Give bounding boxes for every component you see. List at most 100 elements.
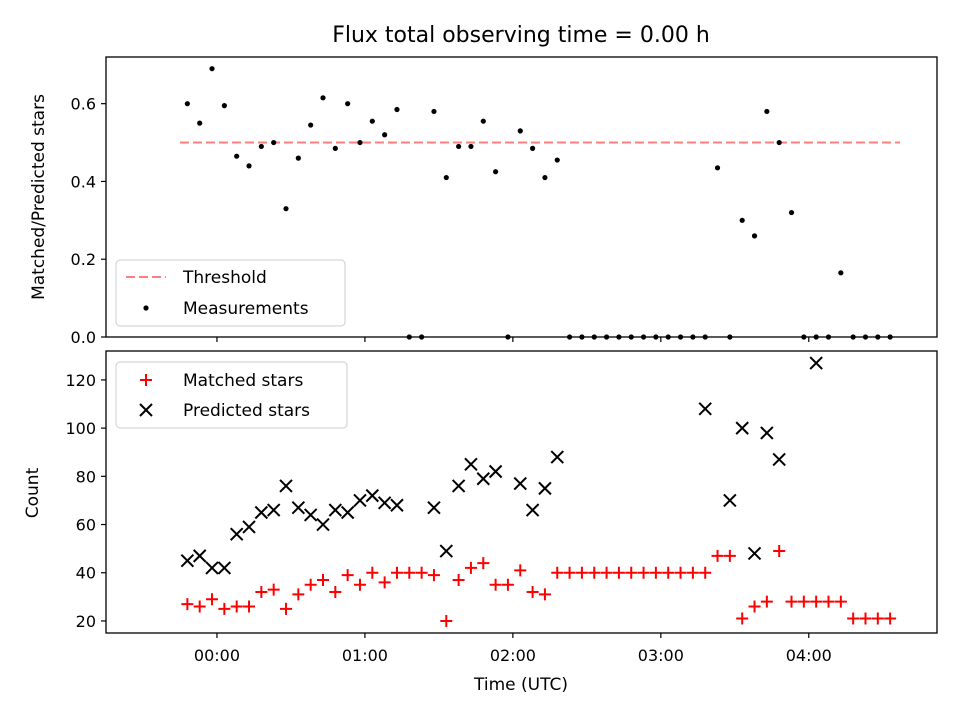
matched-star-point bbox=[489, 578, 502, 591]
matched-star-point bbox=[822, 595, 835, 608]
measurement-point bbox=[788, 209, 795, 216]
measurement-point bbox=[221, 103, 227, 109]
matched-star-point bbox=[847, 612, 860, 625]
measurement-point bbox=[308, 122, 314, 128]
matched-star-point bbox=[748, 600, 761, 613]
matched-star-point bbox=[551, 566, 564, 579]
measurement-point bbox=[431, 108, 437, 115]
predicted-star-point bbox=[513, 476, 527, 491]
predicted-star-point bbox=[340, 505, 355, 520]
matched-star-point bbox=[280, 602, 293, 615]
predicted-star-point bbox=[377, 496, 392, 510]
matched-star-point bbox=[304, 578, 317, 591]
top-panel-marks bbox=[179, 66, 901, 340]
matched-star-point bbox=[588, 566, 601, 579]
matched-star-point bbox=[686, 566, 699, 579]
predicted-star-point bbox=[303, 508, 318, 522]
matched-star-point bbox=[464, 561, 477, 574]
matched-star-point bbox=[773, 545, 786, 558]
measurement-point bbox=[394, 106, 400, 113]
matched-star-point bbox=[723, 549, 736, 562]
x-tick-label: 03:00 bbox=[638, 646, 684, 665]
top-legend-box bbox=[115, 259, 346, 327]
predicted-star-point bbox=[291, 500, 306, 515]
measurement-point bbox=[751, 233, 758, 239]
matched-star-point bbox=[711, 549, 724, 562]
measurement-point bbox=[443, 174, 449, 181]
measurement-point bbox=[776, 139, 782, 146]
measurement-point bbox=[320, 95, 326, 101]
measurement-point bbox=[382, 132, 388, 138]
predicted-star-point bbox=[747, 546, 762, 561]
predicted-star-point bbox=[180, 553, 195, 568]
legend-measurements-swatch bbox=[143, 305, 149, 311]
matched-star-point bbox=[316, 573, 329, 586]
measurement-point bbox=[234, 153, 240, 159]
bottom-y-tick-label: 80 bbox=[76, 467, 96, 486]
predicted-star-point bbox=[365, 488, 380, 503]
predicted-star-point bbox=[698, 402, 712, 416]
legend-measurements-label: Measurements bbox=[183, 299, 309, 319]
measurement-point bbox=[542, 174, 548, 181]
measurement-point bbox=[357, 139, 363, 146]
matched-star-point bbox=[662, 566, 675, 579]
matched-star-point bbox=[427, 569, 440, 582]
matched-star-point bbox=[736, 612, 749, 625]
predicted-star-point bbox=[266, 503, 281, 517]
top-y-tick-label: 0.6 bbox=[71, 95, 96, 114]
measurement-point bbox=[468, 143, 474, 150]
measurement-point bbox=[529, 145, 536, 151]
bottom-panel-marks bbox=[180, 356, 897, 627]
matched-star-point bbox=[206, 593, 219, 606]
matched-star-point bbox=[674, 566, 687, 579]
matched-star-point bbox=[378, 576, 391, 589]
top-panel-frame bbox=[105, 56, 938, 338]
predicted-star-point bbox=[316, 517, 330, 532]
matched-star-point bbox=[403, 566, 416, 579]
matched-star-point bbox=[514, 564, 527, 577]
matched-star-point bbox=[452, 573, 465, 586]
matched-star-point bbox=[526, 586, 539, 599]
legend-matched-label: Matched stars bbox=[183, 371, 303, 391]
bottom-y-tick-label: 120 bbox=[65, 371, 96, 390]
predicted-star-point bbox=[809, 356, 823, 370]
predicted-star-point bbox=[464, 457, 478, 471]
measurement-point bbox=[764, 108, 770, 115]
measurement-point bbox=[493, 169, 499, 175]
matched-star-point bbox=[267, 583, 280, 596]
chart-title: Flux total observing time = 0.00 h bbox=[332, 23, 710, 48]
measurement-point bbox=[258, 143, 264, 150]
x-tick-label: 02:00 bbox=[490, 646, 536, 665]
top-y-tick-label: 0.2 bbox=[71, 250, 96, 269]
measurement-point bbox=[295, 155, 301, 161]
matched-star-point bbox=[341, 569, 354, 582]
x-tick-label: 00:00 bbox=[194, 646, 240, 665]
matched-star-point bbox=[292, 588, 305, 601]
predicted-star-point bbox=[254, 505, 269, 520]
matched-star-point bbox=[390, 566, 403, 579]
predicted-star-point bbox=[229, 527, 244, 541]
matched-star-point bbox=[415, 566, 428, 579]
measurement-point bbox=[838, 270, 844, 276]
matched-star-point bbox=[810, 595, 823, 608]
top-y-axis-label: Matched/Predicted stars bbox=[29, 94, 49, 300]
matched-star-point bbox=[797, 595, 810, 608]
matched-star-point bbox=[649, 566, 662, 579]
matched-star-point bbox=[353, 578, 366, 591]
predicted-star-point bbox=[735, 421, 749, 435]
matched-star-point bbox=[538, 588, 551, 601]
x-tick-label: 01:00 bbox=[342, 646, 388, 665]
measurement-point bbox=[739, 217, 745, 223]
predicted-star-point bbox=[723, 493, 737, 508]
predicted-star-point bbox=[550, 450, 564, 464]
matched-star-point bbox=[501, 578, 514, 591]
matched-star-point bbox=[329, 586, 342, 599]
legend-threshold-label: Threshold bbox=[182, 268, 267, 288]
predicted-star-point bbox=[192, 549, 207, 563]
predicted-star-point bbox=[205, 561, 219, 575]
predicted-star-point bbox=[390, 498, 404, 512]
matched-star-point bbox=[785, 595, 798, 608]
top-panel-axes: 0.0 0.2 0.4 0.6 bbox=[71, 95, 810, 347]
